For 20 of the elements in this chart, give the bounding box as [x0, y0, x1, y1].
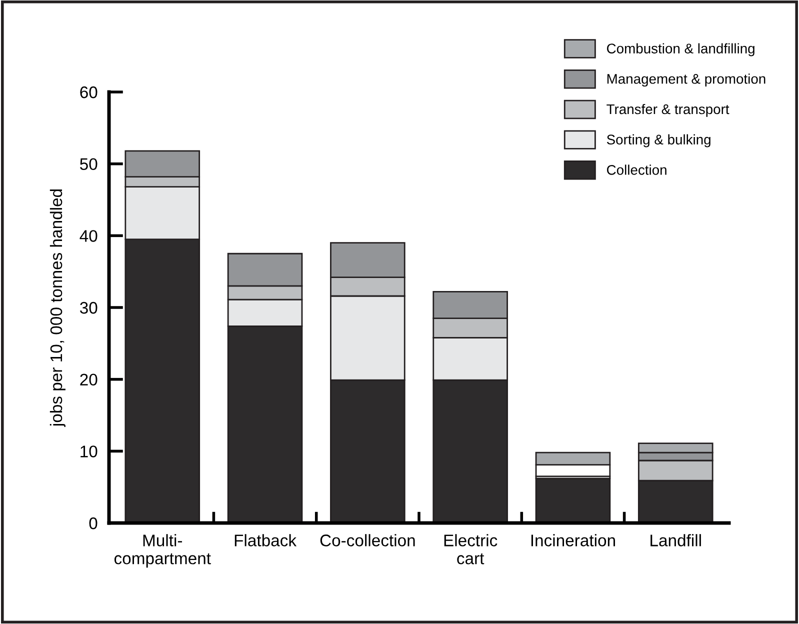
y-tick-label: 0	[89, 517, 98, 530]
y-axis-title: jobs per 10, 000 tonnes handled	[50, 189, 66, 427]
y-tick-label: 30	[80, 302, 98, 314]
legend-label: Management & promotion	[607, 74, 766, 87]
x-tick-label: Multi- compartment	[114, 534, 211, 568]
legend-label: Collection	[607, 164, 666, 175]
x-tick-label: Co-collection	[320, 534, 415, 546]
x-tick-label: Electric cart	[444, 534, 498, 564]
bar	[535, 478, 611, 523]
x-tick-label: Incineration	[531, 534, 615, 546]
legend-label: Combustion & landfilling	[607, 43, 754, 56]
x-tick-label: Landfill	[650, 534, 701, 546]
y-tick-label: 40	[80, 230, 98, 242]
legend-label: Sorting & bulking	[606, 134, 710, 148]
legend-label: Transfer & transport	[606, 104, 730, 117]
y-tick-label: 50	[80, 158, 98, 170]
y-tick-label: 20	[80, 374, 98, 386]
x-tick-label: Flatback	[234, 534, 297, 546]
y-tick-label: 10	[80, 446, 98, 458]
y-tick-label: 60	[80, 86, 98, 98]
